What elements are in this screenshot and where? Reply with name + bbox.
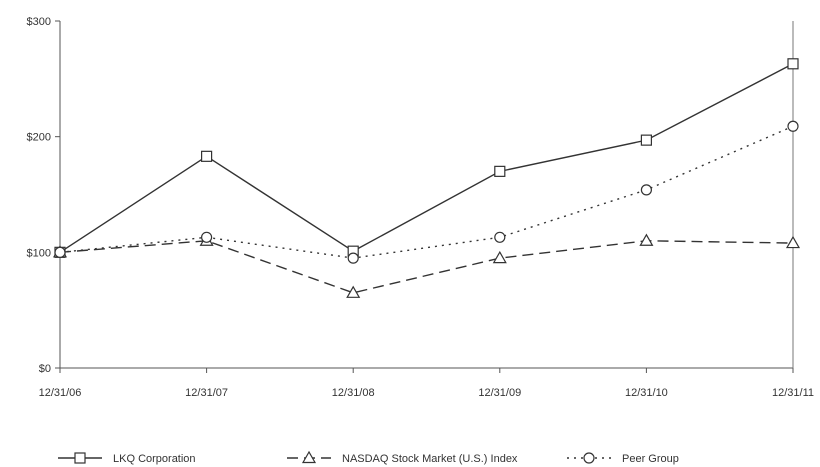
data-point-peer-group bbox=[201, 231, 213, 243]
y-tick-label: $200 bbox=[27, 132, 51, 144]
legend-marker-nasdaq-stock-market-u-s-index bbox=[301, 450, 317, 464]
legend-label-lkq-corporation: LKQ Corporation bbox=[113, 453, 196, 465]
x-tick-label: 12/31/08 bbox=[332, 387, 375, 399]
data-point-peer-group bbox=[347, 252, 359, 264]
data-point-peer-group bbox=[640, 184, 653, 196]
data-point-peer-group bbox=[54, 246, 66, 258]
data-point-nasdaq-stock-market-u-s-index bbox=[346, 285, 361, 298]
data-point-nasdaq-stock-market-u-s-index bbox=[639, 233, 654, 246]
series-line-lkq-corporation bbox=[59, 63, 794, 253]
y-tick-label: $100 bbox=[27, 247, 51, 259]
y-tick-label: $0 bbox=[39, 363, 51, 375]
legend-label-peer-group: Peer Group bbox=[622, 453, 679, 465]
data-point-peer-group bbox=[494, 231, 506, 243]
x-tick-label: 12/31/11 bbox=[772, 387, 814, 399]
legend-label-nasdaq-stock-market-u-s-index: NASDAQ Stock Market (U.S.) Index bbox=[342, 453, 518, 465]
x-tick-label: 12/31/07 bbox=[185, 387, 228, 399]
data-point-lkq-corporation bbox=[640, 134, 653, 146]
y-tick-label: $300 bbox=[27, 16, 51, 28]
data-point-lkq-corporation bbox=[201, 150, 213, 162]
data-point-peer-group bbox=[787, 120, 799, 132]
data-point-nasdaq-stock-market-u-s-index bbox=[492, 250, 507, 264]
x-tick-label: 12/31/09 bbox=[478, 387, 521, 399]
legend-marker-lkq-corporation bbox=[74, 452, 86, 464]
x-tick-label: 12/31/10 bbox=[625, 387, 668, 399]
series-line-nasdaq-stock-market-u-s-index bbox=[59, 240, 794, 294]
data-point-nasdaq-stock-market-u-s-index bbox=[785, 235, 801, 249]
series-line-peer-group bbox=[59, 125, 794, 259]
data-point-lkq-corporation bbox=[787, 58, 799, 70]
legend-marker-peer-group bbox=[583, 452, 595, 464]
data-point-lkq-corporation bbox=[494, 165, 506, 177]
x-tick-label: 12/31/06 bbox=[39, 387, 82, 399]
